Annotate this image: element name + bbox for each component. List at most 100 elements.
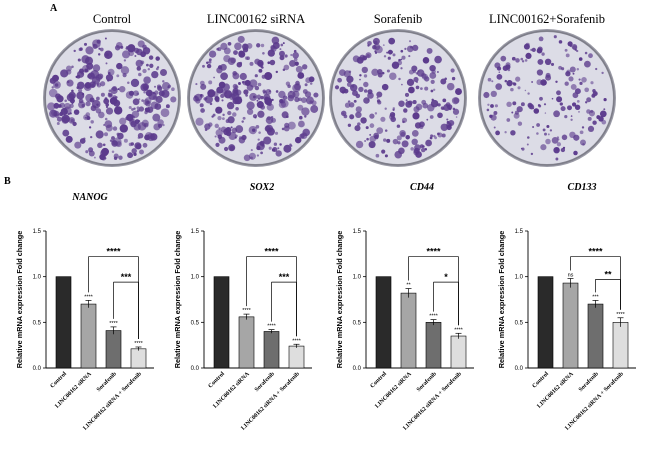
colony [369,133,372,136]
colony [293,49,297,53]
colony [147,68,150,71]
colony [290,53,293,57]
colony [494,62,501,69]
colony [139,149,144,155]
colony [506,80,513,87]
colony [128,142,133,147]
colony [252,114,258,119]
significance-label: **** [429,314,438,320]
colony [440,123,449,132]
colony [513,82,517,86]
colony [104,117,108,121]
colony [90,120,94,124]
colony [448,124,452,127]
colony [208,50,217,58]
colony [243,154,251,162]
colony [214,135,217,138]
colony [504,131,507,134]
colony [584,87,590,93]
bar-2 [400,292,417,369]
colony [404,47,407,51]
y-tick-label: 1.0 [191,275,200,281]
colony [493,126,496,129]
colony [216,86,224,94]
colony [273,142,278,146]
bar-3 [105,330,122,369]
colony [227,41,232,46]
bar-3 [587,303,604,369]
colony [567,41,573,47]
colony [208,80,213,85]
colony [280,43,284,47]
colony [78,47,82,52]
colony [204,95,213,104]
colony [148,55,154,60]
colony [77,81,85,90]
colony [592,91,598,97]
colony [366,137,369,141]
y-tick-label: 0.0 [515,366,524,372]
colony [498,71,501,73]
colony [265,116,274,124]
colony [171,87,175,92]
colony [603,98,607,102]
colony [135,59,143,68]
colony [61,116,69,124]
colony [573,150,578,156]
colony [155,67,159,71]
colony [231,92,240,101]
colony [404,92,410,97]
colony [257,110,265,118]
colony [344,102,351,108]
colony [545,74,552,81]
y-tick-label: 1.5 [33,229,42,235]
colony [136,66,142,71]
colony [400,58,403,61]
colony [536,123,540,127]
colony [415,81,419,84]
category-label: Sorafenib [578,371,600,393]
y-tick-label: 0.0 [353,366,362,372]
colony [532,107,534,110]
colony [74,141,82,149]
colony [102,143,106,147]
colony [97,53,101,56]
colony [525,52,532,59]
colony [271,36,280,45]
colony [142,83,150,91]
colony [545,138,551,145]
colony [520,57,524,61]
colony [523,43,530,50]
colony [587,116,592,121]
colony [347,123,352,127]
colony [590,109,594,113]
colony [400,49,404,53]
colony [114,45,121,51]
colony [142,142,148,148]
colony [261,144,265,147]
plate-title-control: Control [92,12,132,26]
bar-4 [288,345,305,369]
colony [355,106,362,113]
colony [429,72,437,79]
colony [239,61,243,65]
colony [376,91,383,98]
colony [512,101,517,106]
colony [301,97,307,103]
colony [93,81,96,83]
colony [220,72,228,81]
colony [430,89,434,93]
colony [551,137,559,144]
plate-title-linc-sirna: LINC00162 siRNA [206,12,306,26]
colony [570,83,577,90]
colony [411,65,418,72]
significance-label: **** [84,294,93,300]
colony [382,44,385,46]
comparison-bracket-2: ** [595,269,621,310]
colony [257,63,260,66]
colony [51,86,54,89]
colony [144,134,151,141]
colony [256,94,262,100]
bracket-significance: *** [279,272,290,282]
colony [230,126,233,129]
